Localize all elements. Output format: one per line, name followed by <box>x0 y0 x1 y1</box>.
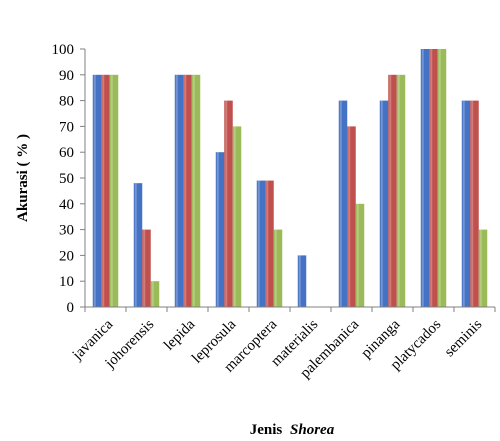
bar <box>470 100 479 307</box>
bar-highlight <box>462 100 465 307</box>
bar <box>183 74 192 307</box>
bar <box>174 74 184 307</box>
bar <box>256 180 266 307</box>
bar-highlight <box>102 74 105 307</box>
y-tick-label: 10 <box>59 274 74 290</box>
bar-highlight <box>298 255 301 307</box>
x-axis-title-prefix: Jenis <box>250 422 283 438</box>
bar-highlight <box>421 49 424 307</box>
x-axis-title: Jenis Shorea <box>250 422 335 438</box>
bar-highlight <box>151 281 154 307</box>
bar-highlight <box>397 74 400 307</box>
bars <box>92 49 488 308</box>
y-tick-label: 20 <box>59 248 74 264</box>
bar <box>232 126 242 308</box>
x-tick-label: seminis <box>442 316 486 360</box>
bar-highlight <box>134 183 137 307</box>
bar-highlight <box>430 49 433 307</box>
bar-highlight <box>266 180 269 307</box>
bar-highlight <box>339 100 342 307</box>
bar-highlight <box>143 229 146 307</box>
bar-highlight <box>184 74 187 307</box>
bar <box>101 74 110 307</box>
bar <box>478 229 488 307</box>
bar <box>388 74 397 307</box>
bar-highlight <box>274 229 277 307</box>
bar-highlight <box>216 152 219 307</box>
y-tick-label: 40 <box>59 197 74 213</box>
y-axis: 0 10 20 30 40 50 60 70 80 90 100 <box>52 42 86 316</box>
bar <box>133 183 143 307</box>
bar <box>215 152 225 307</box>
bar-highlight <box>110 74 113 307</box>
bar <box>150 281 160 307</box>
bar <box>265 180 274 307</box>
bar <box>191 74 201 307</box>
bar-highlight <box>380 100 383 307</box>
bar-highlight <box>438 49 441 307</box>
bar <box>461 100 471 307</box>
bar <box>109 74 119 307</box>
y-tick-label: 80 <box>59 94 74 110</box>
bar-highlight <box>471 100 474 307</box>
bar <box>142 229 151 307</box>
y-tick-label: 60 <box>59 145 74 161</box>
bar-highlight <box>257 180 260 307</box>
y-axis-title: Akurasi ( % ) <box>15 134 31 222</box>
bar-highlight <box>479 229 482 307</box>
bar <box>355 203 365 307</box>
y-tick-label: 30 <box>59 223 74 239</box>
bar <box>429 49 438 307</box>
bar <box>420 49 430 307</box>
y-tick-label: 90 <box>59 68 74 84</box>
bar-highlight <box>93 74 96 307</box>
bar <box>273 229 283 307</box>
bar-highlight <box>389 74 392 307</box>
bar <box>297 255 307 307</box>
bar <box>224 100 233 307</box>
bar <box>347 126 356 308</box>
x-tick-label: lepida <box>161 316 198 353</box>
bar-highlight <box>192 74 195 307</box>
bar <box>396 74 406 307</box>
bar <box>437 49 447 307</box>
y-tick-label: 0 <box>67 300 75 316</box>
bar <box>379 100 389 307</box>
y-tick-label: 100 <box>52 42 75 58</box>
y-tick-label: 70 <box>59 119 74 135</box>
x-axis-title-genus: Shorea <box>290 422 335 438</box>
bar-highlight <box>348 126 351 308</box>
bar <box>92 74 102 307</box>
y-tick-label: 50 <box>59 171 74 187</box>
bar-highlight <box>175 74 178 307</box>
bar-highlight <box>356 203 359 307</box>
bar-highlight <box>225 100 228 307</box>
bar <box>338 100 348 307</box>
bar-highlight <box>233 126 236 308</box>
